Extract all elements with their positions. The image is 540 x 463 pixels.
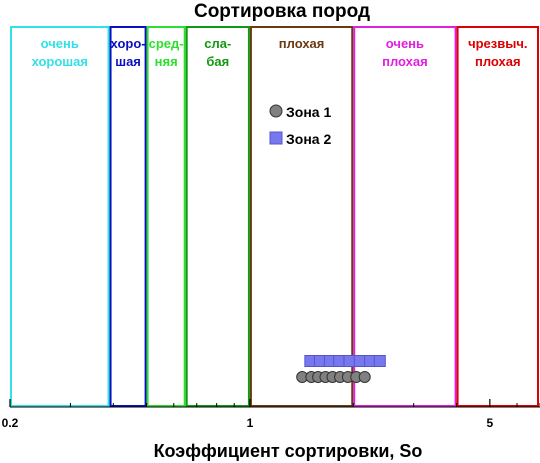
zone-3-box (146, 26, 186, 407)
zone-1-label-2: хорошая (32, 54, 88, 69)
chart-title: Сортировка пород (194, 1, 370, 22)
zone-2-label-2: шая (115, 54, 141, 69)
zone-2-label-1: хоро- (111, 36, 146, 51)
tick-label-1: 0.2 (2, 416, 19, 430)
zone-1-label-1: очень (41, 36, 79, 51)
series-2-point-4 (333, 355, 346, 367)
zone-7-box (456, 26, 539, 407)
legend: Зона 1 Зона 2 (269, 104, 331, 147)
zone-6-label-1: очень (386, 36, 424, 51)
zone-7-label-2: плохая (475, 54, 521, 69)
zone-6-box (353, 26, 457, 407)
tick-label-3: 5 (486, 416, 493, 430)
zone-4-label-2: бая (206, 54, 229, 69)
zone-5-box (249, 26, 354, 407)
zone-2-box (109, 26, 147, 407)
legend-label-1: Зона 1 (286, 104, 331, 120)
data-points (296, 355, 386, 383)
legend-label-2: Зона 2 (286, 131, 331, 147)
zone-4-label-1: сла- (204, 36, 231, 51)
zone-4-box (185, 26, 250, 407)
legend-marker-1 (269, 104, 283, 118)
series-2-point-8 (373, 355, 386, 367)
zone-1-box (10, 26, 110, 407)
x-axis-ticks: 0.2 1 5 (2, 399, 540, 430)
zone-3-label-2: няя (155, 54, 178, 69)
zone-6-label-2: плохая (382, 54, 428, 69)
x-axis-title: Коэффициент сортировки, So (154, 441, 423, 461)
series-2-point-5 (343, 355, 356, 367)
zone-7-label-1: чрезвыч. (468, 36, 527, 51)
zone-3-label-1: сред- (149, 36, 184, 51)
series-2-point-2 (313, 355, 326, 367)
tick-label-2: 1 (247, 416, 254, 430)
zone-5-label-1: плохая (279, 36, 325, 51)
series-1-point-9 (358, 371, 371, 383)
series-2-point-6 (353, 355, 366, 367)
legend-marker-2 (269, 131, 283, 145)
zones: очень хорошая хоро-шая сред-няя сла-бая плоха… (10, 26, 539, 407)
